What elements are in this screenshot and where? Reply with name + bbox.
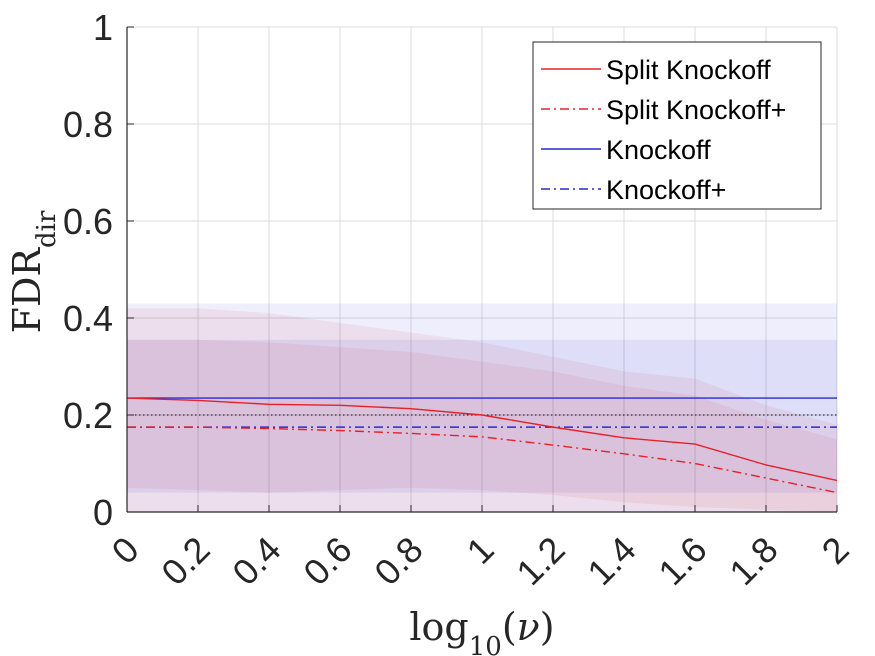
axes bbox=[126, 26, 838, 513]
series-band bbox=[127, 339, 837, 512]
x-tick-label: 2 bbox=[814, 529, 857, 572]
x-tick-label: 0.2 bbox=[153, 529, 217, 593]
legend-label: Split Knockoff bbox=[606, 55, 771, 85]
y-tick-label: 0.6 bbox=[63, 201, 113, 242]
x-axis-label: log10(ν) bbox=[409, 605, 554, 656]
legend-box bbox=[532, 41, 822, 210]
y-tick-label: 1 bbox=[93, 7, 113, 48]
x-tick-label: 1.6 bbox=[650, 529, 714, 593]
x-tick-label: 1.4 bbox=[579, 529, 643, 593]
x-tick-label: 1.2 bbox=[508, 529, 572, 593]
confidence-bands bbox=[127, 303, 837, 512]
x-tick-labels: 0 0.2 0.4 0.6 0.8 1 1.2 1.4 1.6 1.8 2 bbox=[104, 529, 857, 593]
x-tick-label: 0.4 bbox=[224, 529, 288, 593]
legend-label: Knockoff+ bbox=[606, 175, 726, 205]
series-line bbox=[127, 426, 837, 494]
y-tick-label: 0.2 bbox=[63, 395, 113, 436]
y-axis-label: FDRdir bbox=[5, 210, 62, 333]
y-tick-label: 0 bbox=[93, 492, 113, 533]
x-tick-label: 1.8 bbox=[721, 529, 785, 593]
x-tick-label: 0 bbox=[104, 529, 147, 572]
x-tick-label: 0.8 bbox=[366, 529, 430, 593]
legend-label: Knockoff bbox=[606, 135, 711, 165]
y-tick-labels: 0 0.2 0.4 0.6 0.8 1 bbox=[63, 7, 113, 533]
y-tick-label: 0.8 bbox=[63, 104, 113, 145]
x-tick-label: 0.6 bbox=[295, 529, 359, 593]
series-line bbox=[127, 397, 837, 482]
legend-label: Split Knockoff+ bbox=[606, 95, 786, 125]
legend: Split Knockoff Split Knockoff+ Knockoff Kno… bbox=[532, 41, 822, 210]
series-band bbox=[127, 308, 837, 512]
series-band bbox=[127, 339, 837, 512]
x-tick-label: 1 bbox=[459, 529, 502, 572]
series-lines bbox=[127, 397, 837, 494]
y-tick-label: 0.4 bbox=[63, 298, 113, 339]
